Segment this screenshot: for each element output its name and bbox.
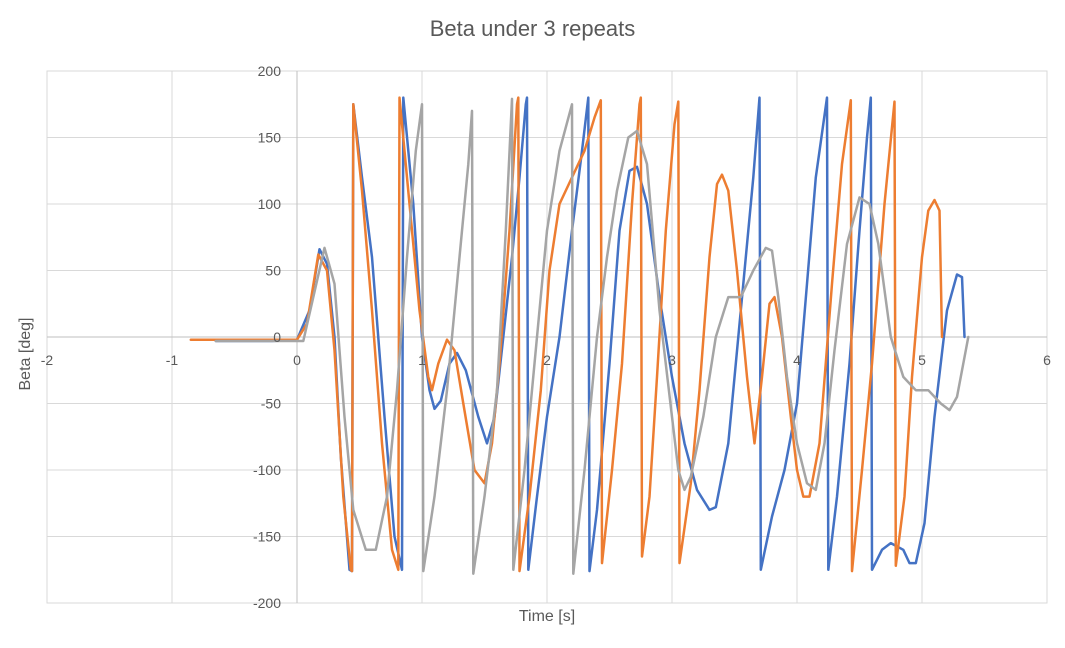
y-tick-label: 0	[273, 329, 281, 345]
series-line-3	[214, 97, 970, 575]
x-tick-label: 6	[1043, 352, 1051, 368]
y-axis-label: Beta [deg]	[17, 317, 34, 391]
series-line-2	[189, 96, 944, 573]
y-tick-label: 150	[258, 130, 282, 146]
y-tick-label: -50	[261, 396, 281, 412]
y-tick-label: -200	[253, 595, 281, 611]
x-axis-label: Time [s]	[518, 608, 576, 625]
x-tick-label: 0	[293, 352, 301, 368]
y-tick-label: 50	[265, 263, 281, 279]
series-layer	[189, 96, 970, 575]
y-tick-label: 100	[258, 196, 282, 212]
y-tick-label: -100	[253, 462, 281, 478]
x-tick-label: 3	[668, 352, 676, 368]
chart-title: Beta under 3 repeats	[429, 16, 636, 41]
x-tick-label: -2	[41, 352, 54, 368]
x-tick-label: 4	[793, 352, 801, 368]
x-tick-label: 1	[418, 352, 426, 368]
y-tick-label: 200	[258, 63, 282, 79]
x-tick-label: 5	[918, 352, 926, 368]
y-tick-label: -150	[253, 529, 281, 545]
tick-labels: -2 -1 0 1 2 3 4 5 6 -200 -150 -100 -50 0 50 100 150 200	[41, 63, 1051, 611]
x-tick-label: -1	[166, 352, 179, 368]
grid	[46, 70, 1048, 604]
x-tick-label: 2	[543, 352, 551, 368]
